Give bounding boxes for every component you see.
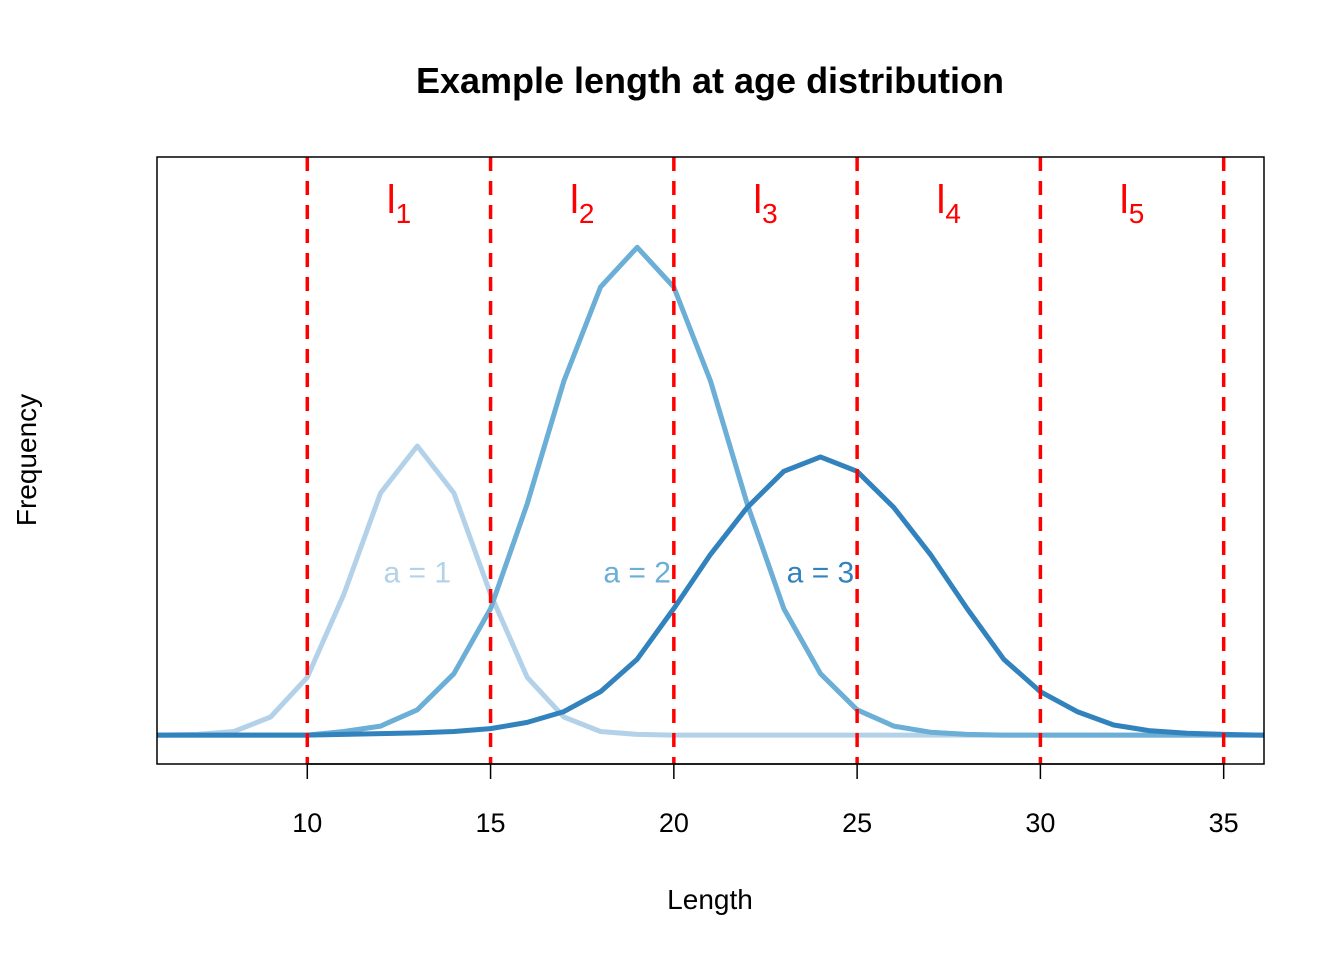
series-line-age-2 xyxy=(157,244,1264,738)
interval-label-5: l5 xyxy=(1120,178,1144,229)
plot-area: l1 l2 l3 l4 l5 a = 1 a = 2 a = 3 xyxy=(157,157,1264,764)
x-tick-label: 35 xyxy=(1209,808,1239,838)
y-axis-label: Frequency xyxy=(11,394,42,526)
chart-title: Example length at age distribution xyxy=(416,60,1004,101)
plot-frame xyxy=(156,156,1265,765)
x-tick-label: 15 xyxy=(476,808,506,838)
x-tick-label: 20 xyxy=(659,808,689,838)
x-axis: 10 15 20 25 30 35 xyxy=(292,763,1239,838)
x-tick-label: 25 xyxy=(842,808,872,838)
interval-label-4: l4 xyxy=(937,178,961,229)
interval-label-3: l3 xyxy=(753,178,777,229)
x-axis-label: Length xyxy=(667,884,753,915)
interval-label-2: l2 xyxy=(570,178,594,229)
series-label-age-3: a = 3 xyxy=(787,557,855,590)
x-tick-label: 30 xyxy=(1025,808,1055,838)
series-line-age-1 xyxy=(157,443,1264,738)
series-label-age-1: a = 1 xyxy=(383,557,451,590)
series-label-age-2: a = 2 xyxy=(603,557,671,590)
interval-label-1: l1 xyxy=(387,178,411,229)
series-line-age-3 xyxy=(157,454,1264,738)
x-tick-label: 10 xyxy=(292,808,322,838)
